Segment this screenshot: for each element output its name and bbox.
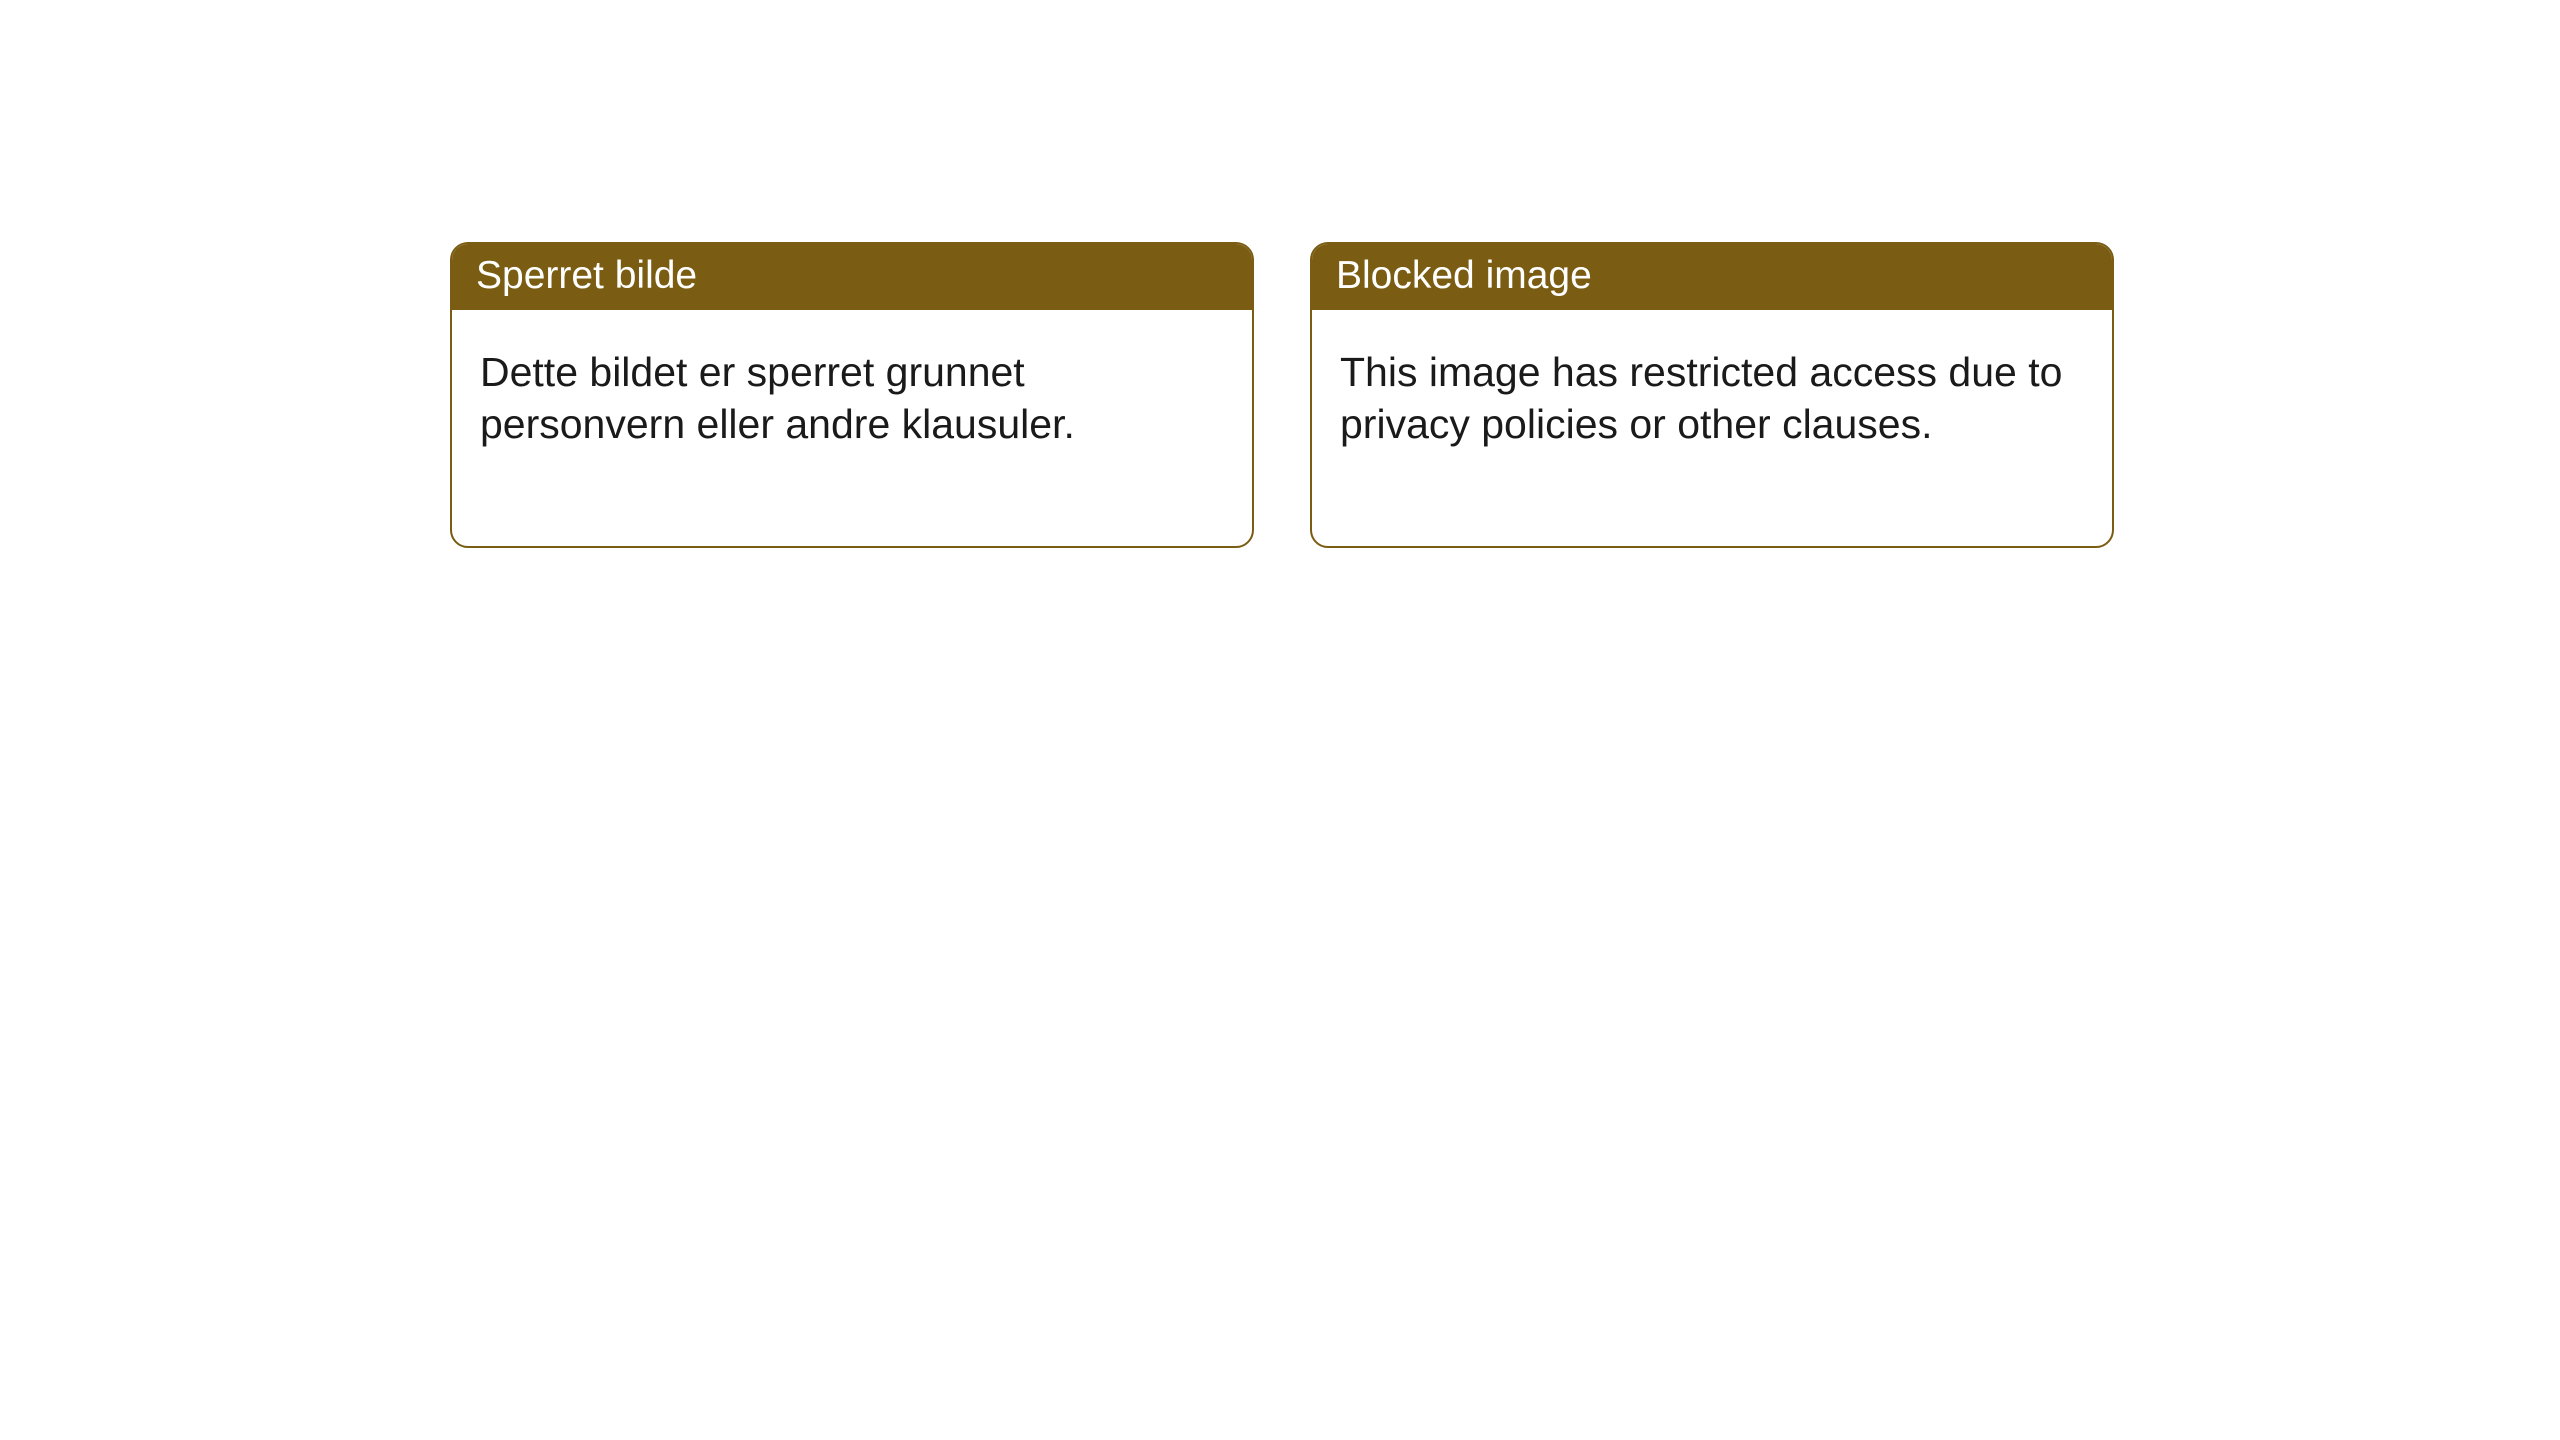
notice-card-norwegian: Sperret bilde Dette bildet er sperret gr…: [450, 242, 1254, 548]
card-body: Dette bildet er sperret grunnet personve…: [452, 310, 1252, 546]
notice-card-english: Blocked image This image has restricted …: [1310, 242, 2114, 548]
card-body: This image has restricted access due to …: [1312, 310, 2112, 546]
card-header: Blocked image: [1312, 244, 2112, 310]
card-header: Sperret bilde: [452, 244, 1252, 310]
notice-cards-container: Sperret bilde Dette bildet er sperret gr…: [450, 242, 2114, 548]
